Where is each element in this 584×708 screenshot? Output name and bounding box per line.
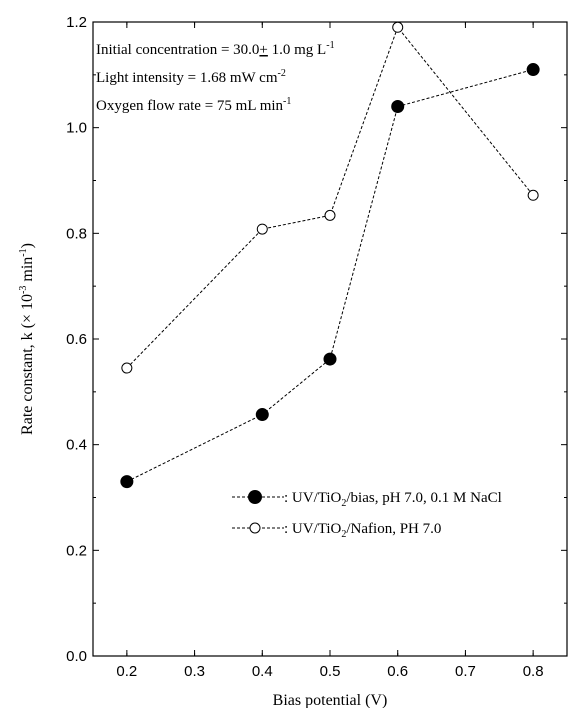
y-tick-label: 1.2	[66, 14, 87, 31]
x-tick-label: 0.5	[320, 663, 341, 680]
data-point-1-1	[256, 223, 268, 235]
plot-frame	[92, 21, 568, 657]
y-tick-label: 1.0	[66, 120, 87, 137]
legend-marker-bias	[248, 490, 262, 504]
legend-label-bias: : UV/TiO2/bias, pH 7.0, 0.1 M NaCl	[284, 490, 502, 509]
legend-marker-nafion	[249, 522, 261, 534]
data-point-0-1	[255, 408, 269, 422]
annotation-initial-concentration: Initial concentration = 30.0+ 1.0 mg L-1	[96, 40, 335, 58]
annotation-oxygen-flow: Oxygen flow rate = 75 mL min-1	[96, 96, 291, 114]
data-point-0-4	[526, 63, 540, 77]
data-point-1-3	[392, 21, 404, 33]
data-point-0-3	[391, 100, 405, 114]
x-tick-label: 0.3	[184, 663, 205, 680]
y-tick-label: 0.6	[66, 331, 87, 348]
x-tick-label: 0.2	[116, 663, 137, 680]
legend: : UV/TiO2/bias, pH 7.0, 0.1 M NaCl : UV/…	[232, 490, 502, 540]
data-point-1-2	[324, 209, 336, 221]
x-tick-label: 0.8	[523, 663, 544, 680]
legend-label-nafion: : UV/TiO2/Nafion, PH 7.0	[284, 521, 441, 540]
x-tick-label: 0.6	[387, 663, 408, 680]
x-axis-label: Bias potential (V)	[273, 692, 388, 708]
annotation-light-intensity: Light intensity = 1.68 mW cm-2	[96, 68, 286, 86]
data-point-0-2	[323, 352, 337, 366]
data-point-0-0	[120, 475, 134, 489]
series-markers	[120, 21, 540, 489]
series-line-0	[126, 69, 534, 483]
data-point-1-0	[121, 362, 133, 374]
data-point-1-4	[527, 189, 539, 201]
y-tick-label: 0.2	[66, 542, 87, 559]
x-tick-label: 0.4	[252, 663, 273, 680]
series-lines	[126, 26, 534, 483]
y-tick-label: 0.4	[66, 437, 87, 454]
y-tick-label: 0.0	[66, 648, 87, 665]
y-tick-label: 0.8	[66, 225, 87, 242]
axis-ticks: 0.2 0.3 0.4 0.5 0.6 0.7 0.8 0.0 0.2 0.4 0.6 0.8 1.0 1…	[66, 14, 567, 680]
y-axis-label: Rate constant, k (× 10-3 min-1)	[18, 243, 36, 435]
x-tick-label: 0.7	[455, 663, 476, 680]
